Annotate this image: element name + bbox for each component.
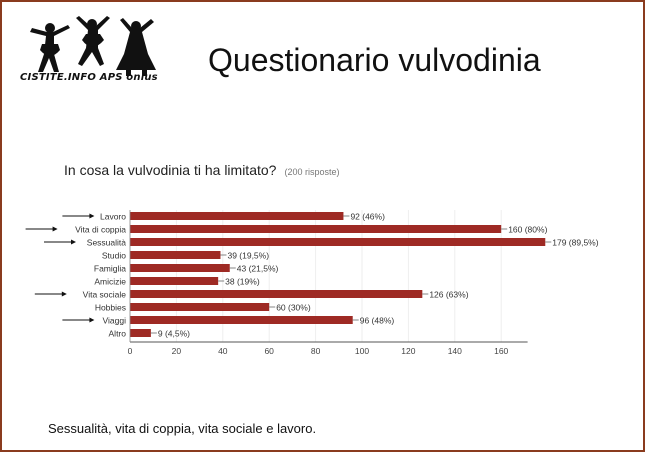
x-tick-label: 120 bbox=[401, 346, 415, 356]
bar bbox=[130, 303, 270, 311]
data-label: 160 (80%) bbox=[508, 225, 547, 235]
x-tick-label: 20 bbox=[172, 346, 182, 356]
data-label: 179 (89,5%) bbox=[552, 238, 598, 248]
data-label: 126 (63%) bbox=[429, 290, 468, 300]
data-label: 60 (30%) bbox=[276, 303, 311, 313]
bar bbox=[130, 238, 546, 246]
page-title: Questionario vulvodinia bbox=[208, 42, 541, 78]
category-label: Sessualità bbox=[87, 238, 126, 248]
arrow-head-icon bbox=[52, 226, 58, 232]
category-label: Studio bbox=[102, 251, 126, 261]
category-label: Viaggi bbox=[103, 316, 127, 326]
data-label: 38 (19%) bbox=[225, 277, 260, 287]
category-label: Vita sociale bbox=[83, 290, 127, 300]
data-label: 92 (46%) bbox=[350, 212, 385, 222]
chart-question: In cosa la vulvodinia ti ha limitato? (20… bbox=[64, 162, 339, 178]
x-tick-label: 60 bbox=[264, 346, 274, 356]
bar bbox=[130, 316, 353, 324]
x-tick-label: 100 bbox=[355, 346, 369, 356]
category-label: Lavoro bbox=[100, 212, 126, 222]
bar bbox=[130, 264, 230, 272]
data-label: 96 (48%) bbox=[360, 316, 395, 326]
arrow-head-icon bbox=[61, 291, 67, 297]
category-label: Amicizie bbox=[94, 277, 126, 287]
arrow-head-icon bbox=[89, 213, 95, 219]
footer-summary: Sessualità, vita di coppia, vita sociale… bbox=[48, 421, 317, 436]
x-tick-label: 140 bbox=[448, 346, 462, 356]
response-count: (200 risposte) bbox=[284, 167, 340, 177]
category-label: Vita di coppia bbox=[75, 225, 126, 235]
category-label: Famiglia bbox=[94, 264, 126, 274]
bar bbox=[130, 251, 221, 259]
bar bbox=[130, 212, 344, 220]
data-label: 39 (19,5%) bbox=[227, 251, 269, 261]
x-tick-label: 160 bbox=[494, 346, 508, 356]
data-label: 9 (4,5%) bbox=[158, 329, 190, 339]
bar bbox=[130, 329, 151, 337]
arrow-head-icon bbox=[89, 317, 95, 323]
bar bbox=[130, 225, 502, 233]
category-label: Hobbies bbox=[95, 303, 126, 313]
x-tick-label: 80 bbox=[311, 346, 321, 356]
category-label: Altro bbox=[109, 329, 127, 339]
question-text: In cosa la vulvodinia ti ha limitato? bbox=[64, 162, 277, 178]
bar bbox=[130, 277, 219, 285]
data-label: 43 (21,5%) bbox=[237, 264, 279, 274]
x-tick-label: 40 bbox=[218, 346, 228, 356]
logo-text: CISTITE.INFO APS onlus bbox=[20, 72, 158, 83]
arrow-head-icon bbox=[71, 239, 76, 245]
logo-silhouettes-icon bbox=[30, 16, 156, 76]
bar bbox=[130, 290, 423, 298]
x-tick-label: 0 bbox=[128, 346, 133, 356]
